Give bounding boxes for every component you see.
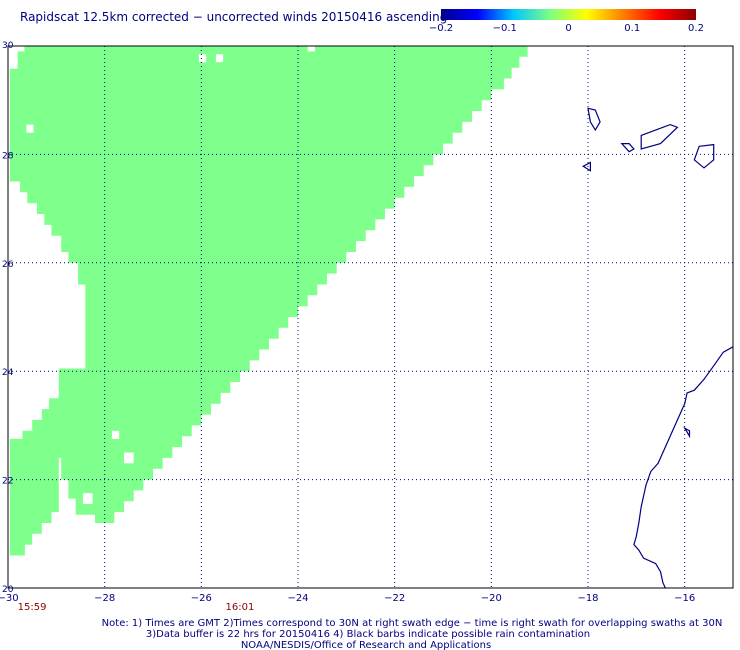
longitude-tick-label: −24 [287, 593, 308, 604]
latitude-tick-label: 28 [2, 151, 14, 161]
longitude-tick-label: −30 [0, 593, 19, 604]
latitude-tick-label: 20 [2, 585, 14, 595]
swath-hole [307, 43, 315, 52]
note-line-3: NOAA/NESDIS/Office of Research and Appli… [241, 640, 491, 650]
island-outline [640, 123, 679, 150]
longitude-tick-label: −28 [94, 593, 115, 604]
latitude-tick-label: 24 [2, 368, 14, 378]
longitude-tick-label: −16 [674, 593, 695, 604]
colorbar-tick-labels: −0.2 −0.1 0 0.1 0.2 [429, 23, 704, 34]
longitude-tick-labels: −30 −28 −26 −24 −22 −20 −18 −16 [0, 593, 695, 604]
gridlines [8, 46, 733, 588]
plot-frame [7, 45, 734, 589]
island-outline [693, 143, 715, 169]
swath-hole [82, 493, 93, 504]
time-label: 16:01 [226, 602, 255, 613]
latitude-tick-label: 30 [2, 41, 14, 51]
swath-hole [198, 54, 207, 63]
longitude-tick-label: −22 [384, 593, 405, 604]
swath-gap-upper [9, 181, 86, 369]
coastline-africa [633, 346, 734, 589]
swath-gap-lower [9, 368, 59, 458]
note-line-1: Note: 1) Times are GMT 2)Times correspon… [102, 618, 723, 629]
latitude-tick-label: 22 [2, 477, 13, 487]
island-outline [587, 107, 601, 132]
swath-hole [124, 452, 134, 464]
time-label: 15:59 [18, 602, 47, 613]
colorbar [441, 9, 696, 20]
colorbar-tick-label: −0.1 [493, 23, 517, 34]
longitude-tick-label: −20 [481, 593, 502, 604]
plot-area [7, 43, 734, 589]
longitude-tick-label: −18 [577, 593, 598, 604]
swath-hole [66, 514, 74, 526]
wind-swath [9, 43, 528, 556]
map-title: Rapidscat 12.5km corrected − uncorrected… [20, 10, 447, 24]
colorbar-gradient [441, 9, 696, 20]
time-labels: 15:59 16:01 [18, 602, 255, 613]
longitude-tick-label: −26 [191, 593, 212, 604]
latitude-tick-label: 26 [2, 260, 14, 270]
swath-hole [111, 430, 120, 439]
island-outline [581, 161, 592, 172]
colorbar-tick-label: 0 [565, 23, 571, 34]
island-outline [620, 143, 635, 153]
colorbar-tick-label: 0.2 [688, 23, 704, 34]
colorbar-tick-label: −0.2 [429, 23, 453, 34]
swath-hole [215, 54, 224, 63]
note-line-2: 3)Data buffer is 22 hrs for 20150416 4) … [146, 629, 590, 640]
colorbar-tick-label: 0.1 [624, 23, 640, 34]
island-outline [683, 426, 691, 439]
swath-hole [26, 124, 34, 133]
coastlines [581, 107, 734, 589]
latitude-tick-labels: 20 22 24 26 28 30 [2, 41, 14, 595]
swath-main [9, 46, 528, 556]
